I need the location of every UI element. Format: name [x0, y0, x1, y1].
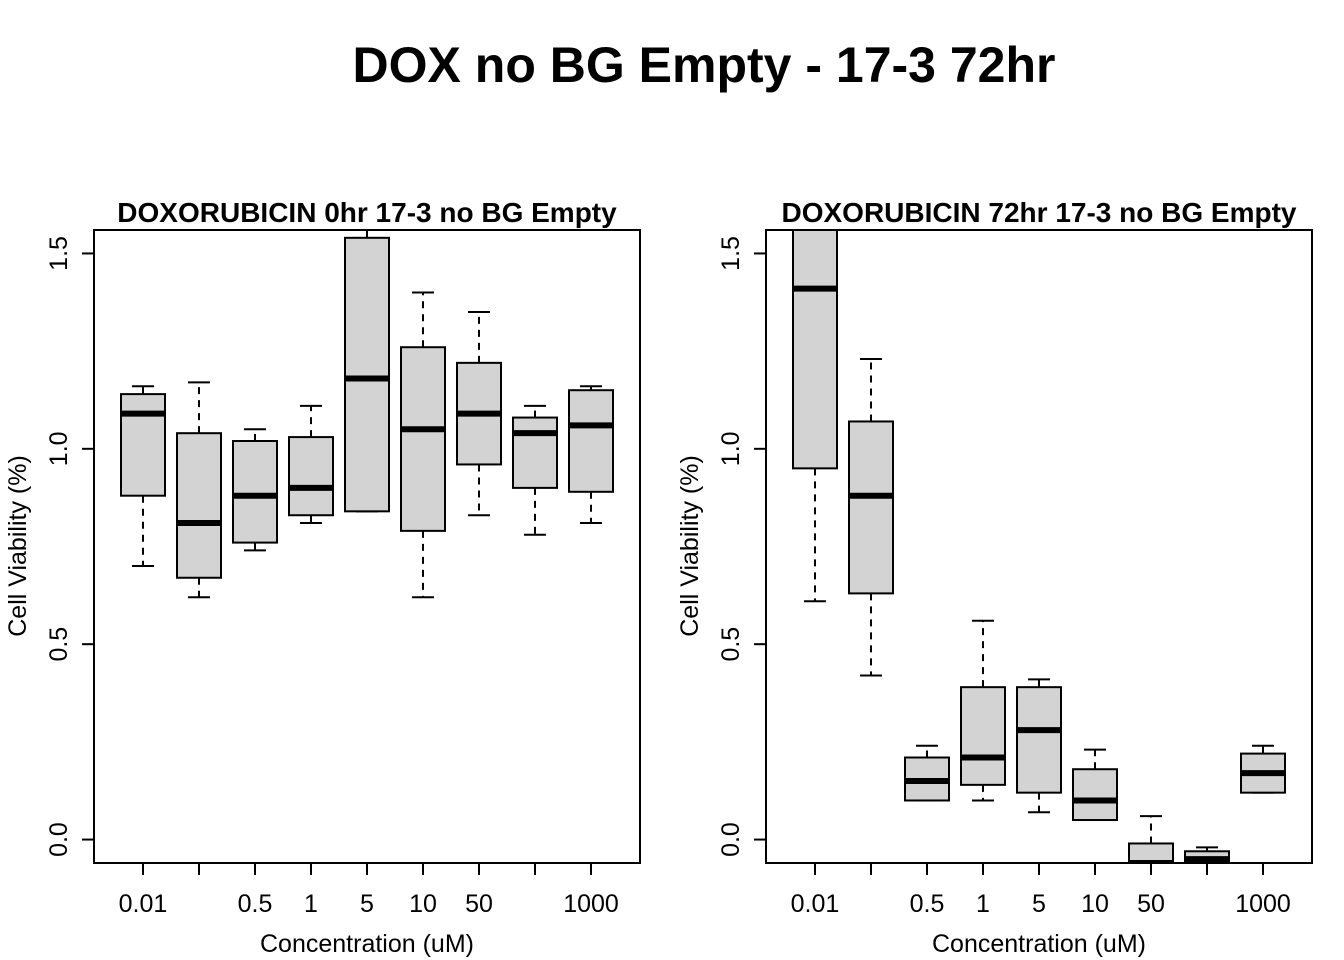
- box-0: [120, 385, 166, 568]
- box-1: [848, 357, 894, 677]
- panel-title: DOXORUBICIN 0hr 17-3 no BG Empty: [117, 197, 617, 228]
- box-2: [232, 428, 278, 552]
- box-7: [1184, 846, 1230, 863]
- plot-area: [120, 230, 614, 599]
- x-tick-label: 1000: [563, 890, 619, 918]
- x-tick-label: 1: [304, 890, 318, 918]
- box-iqr: [1072, 768, 1118, 822]
- x-tick-label: 1000: [1235, 890, 1291, 918]
- box-iqr: [512, 416, 558, 489]
- box-iqr: [288, 436, 334, 517]
- plot-area: [792, 230, 1286, 863]
- x-tick-label: 5: [360, 890, 374, 918]
- box-3: [288, 404, 334, 525]
- box-iqr: [848, 420, 894, 595]
- panel-title: DOXORUBICIN 72hr 17-3 no BG Empty: [782, 197, 1297, 228]
- box-iqr: [568, 389, 614, 493]
- box-0: [792, 230, 838, 603]
- y-tick-label: 1.0: [717, 431, 745, 466]
- box-iqr: [400, 346, 446, 532]
- x-tick-label: 50: [1137, 890, 1165, 918]
- y-tick-label: 1.0: [45, 431, 73, 466]
- y-tick-label: 0.5: [45, 627, 73, 662]
- x-tick-label: 0.01: [119, 890, 168, 918]
- box-iqr: [120, 393, 166, 497]
- box-iqr: [344, 236, 390, 513]
- box-iqr: [792, 230, 838, 470]
- box-iqr: [1016, 686, 1062, 794]
- box-6: [456, 311, 502, 517]
- box-7: [512, 404, 558, 536]
- y-tick-label: 0.0: [717, 822, 745, 857]
- panel-0hr: DOXORUBICIN 0hr 17-3 no BG Empty Concent…: [4, 197, 641, 958]
- x-tick-label: 5: [1032, 890, 1046, 918]
- box-iqr: [176, 432, 222, 579]
- box-1: [176, 381, 222, 599]
- x-axis-label: Concentration (uM): [932, 930, 1146, 958]
- x-tick-label: 0.01: [791, 890, 840, 918]
- box-5: [400, 291, 446, 599]
- box-4: [344, 230, 390, 513]
- box-4: [1016, 678, 1062, 814]
- box-8: [1240, 744, 1286, 794]
- box-iqr: [232, 440, 278, 544]
- figure-title: DOX no BG Empty - 17-3 72hr: [353, 37, 1056, 93]
- x-tick-label: 0.5: [238, 890, 273, 918]
- box-8: [568, 385, 614, 525]
- y-tick-label: 0.0: [45, 822, 73, 857]
- x-tick-label: 1: [976, 890, 990, 918]
- y-axis-label: Cell Viability (%): [4, 455, 32, 637]
- x-tick-label: 50: [465, 890, 493, 918]
- box-3: [960, 619, 1006, 802]
- box-2: [904, 744, 950, 802]
- x-tick-label: 10: [409, 890, 437, 918]
- x-axis-label: Concentration (uM): [260, 930, 474, 958]
- x-tick-label: 10: [1081, 890, 1109, 918]
- x-tick-label: 0.5: [910, 890, 945, 918]
- box-5: [1072, 748, 1118, 822]
- box-iqr: [960, 686, 1006, 786]
- y-tick-label: 1.5: [45, 236, 73, 271]
- y-tick-label: 1.5: [717, 236, 745, 271]
- y-tick-label: 0.5: [717, 627, 745, 662]
- y-axis-label: Cell Viability (%): [676, 455, 704, 637]
- panel-72hr: DOXORUBICIN 72hr 17-3 no BG Empty Concen…: [676, 197, 1313, 958]
- box-6: [1128, 815, 1174, 863]
